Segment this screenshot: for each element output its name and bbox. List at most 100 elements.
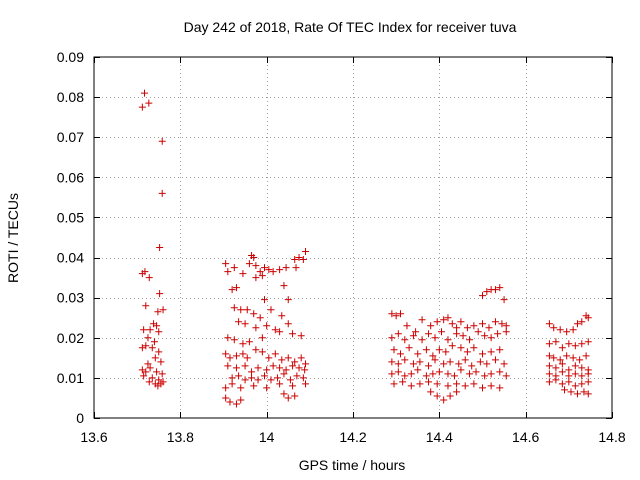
data-point: [237, 384, 245, 392]
data-point: [461, 382, 469, 390]
data-point: [479, 350, 486, 358]
data-point: [403, 322, 411, 330]
data-point: [145, 378, 153, 386]
data-point: [394, 360, 402, 368]
data-point: [416, 358, 424, 366]
data-point: [453, 380, 461, 388]
data-point: [463, 348, 471, 356]
data-point: [158, 189, 166, 197]
data-point: [429, 352, 437, 360]
data-point: [159, 378, 167, 386]
data-point: [263, 384, 271, 392]
data-point: [292, 264, 300, 272]
x-tick-label: 14.4: [426, 429, 453, 445]
data-point: [409, 360, 417, 368]
data-point: [222, 384, 230, 392]
data-point: [224, 334, 232, 342]
data-point: [491, 318, 499, 326]
data-point: [224, 362, 232, 370]
data-point: [446, 392, 454, 400]
data-point: [394, 330, 402, 338]
data-point: [222, 350, 230, 358]
data-point: [431, 356, 439, 364]
x-tick-label: 14.2: [339, 429, 366, 445]
data-point: [241, 376, 249, 384]
data-point: [457, 344, 465, 352]
data-point: [291, 392, 299, 400]
data-point: [239, 350, 247, 358]
data-point: [405, 344, 413, 352]
data-point: [427, 388, 435, 396]
data-point: [263, 322, 271, 330]
data-point: [235, 372, 243, 380]
data-point: [409, 332, 417, 340]
data-point: [466, 336, 474, 344]
data-point: [448, 342, 456, 350]
data-point: [485, 324, 493, 332]
data-point: [273, 374, 281, 382]
y-tick-label: 0: [76, 410, 84, 426]
data-point: [487, 370, 495, 378]
axis-ticks: [94, 57, 613, 419]
data-point: [466, 370, 474, 378]
data-point: [425, 378, 433, 386]
data-point: [567, 388, 575, 396]
data-point: [565, 366, 573, 374]
data-point: [578, 340, 586, 348]
data-point: [479, 384, 486, 392]
data-point: [250, 382, 258, 390]
data-point: [552, 364, 560, 372]
data-point: [412, 328, 420, 336]
data-point: [239, 340, 247, 348]
data-point: [276, 328, 284, 336]
data-point: [496, 384, 504, 392]
data-point: [150, 338, 158, 346]
data-point: [267, 306, 275, 314]
data-point: [224, 268, 232, 276]
data-point: [159, 306, 167, 314]
data-point: [573, 390, 581, 398]
data-point: [155, 348, 163, 356]
data-point: [584, 378, 592, 386]
data-point: [291, 358, 299, 366]
data-point: [250, 254, 258, 262]
x-axis-label: GPS time / hours: [299, 457, 406, 473]
data-point: [258, 348, 266, 356]
y-tick-label: 0.07: [57, 129, 84, 145]
data-point: [261, 296, 269, 304]
data-point: [280, 282, 288, 290]
data-point: [245, 338, 253, 346]
data-point: [550, 324, 558, 332]
y-tick-label: 0.02: [57, 330, 84, 346]
data-point: [500, 360, 508, 368]
data-point: [425, 362, 433, 370]
data-point: [502, 328, 510, 336]
data-point: [481, 372, 489, 380]
data-point: [293, 372, 301, 380]
data-point: [416, 380, 424, 388]
data-point: [558, 380, 566, 388]
data-point: [470, 322, 478, 330]
data-point: [580, 388, 588, 396]
data-point: [297, 332, 305, 340]
y-tick-label: 0.04: [57, 250, 84, 266]
data-point: [491, 286, 499, 294]
data-point: [496, 368, 504, 376]
data-point: [545, 320, 553, 328]
data-point: [401, 336, 409, 344]
data-point: [483, 288, 491, 296]
y-axis-label: ROTI / TECUs: [5, 193, 21, 283]
data-point: [487, 348, 495, 356]
data-point: [284, 394, 292, 402]
data-point: [571, 342, 579, 350]
data-point: [232, 284, 240, 292]
data-point: [276, 380, 284, 388]
data-point: [302, 380, 310, 388]
data-point: [252, 274, 260, 282]
data-point: [388, 358, 396, 366]
data-point: [145, 99, 153, 107]
x-tick-label: 14.6: [512, 429, 539, 445]
data-point: [496, 346, 504, 354]
data-point: [302, 360, 310, 368]
data-point: [138, 103, 146, 111]
